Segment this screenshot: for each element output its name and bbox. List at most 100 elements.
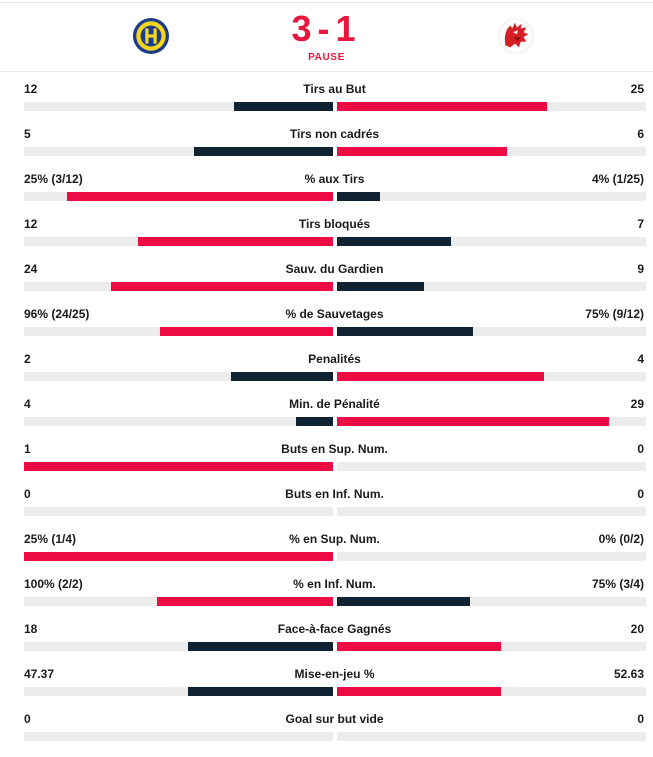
stat-right-value: 20 [630,622,644,636]
stat-row: 2 Penalités 4 [0,352,653,397]
stat-left-value: 0 [24,712,31,726]
stat-left-bar [231,372,333,381]
stat-left-bar [67,192,333,201]
stat-left-value: 18 [24,622,38,636]
stat-left-bar [188,687,333,696]
stat-left-track [24,642,333,651]
stat-right-bar [337,642,501,651]
stat-right-track [337,507,646,516]
stat-left-bar [234,102,333,111]
stat-left-track [24,372,333,381]
stat-right-bar [337,237,451,246]
stat-left-value: 1 [24,442,31,456]
stat-left-value: 2 [24,352,31,366]
stat-right-bar [337,102,547,111]
stat-right-value: 4% (1/25) [591,172,644,186]
stat-left-track [24,327,333,336]
stat-label: Sauv. du Gardien [285,262,384,276]
stat-left-value: 24 [24,262,38,276]
stat-right-value: 0 [637,442,644,456]
hc-davos-logo-icon[interactable] [132,17,170,55]
stat-left-track [24,192,333,201]
stat-left-value: 47.37 [24,667,55,681]
stat-left-value: 12 [24,217,38,231]
stat-label: % aux Tirs [304,172,365,186]
stat-right-bar [337,372,544,381]
stat-left-bar [24,552,333,561]
stat-right-bar [337,417,609,426]
stat-right-track [337,732,646,741]
match-score: 3-1 [291,8,362,49]
stat-right-track [337,102,646,111]
top-divider [0,2,653,3]
stat-left-track [24,237,333,246]
stat-left-bar [194,147,333,156]
stat-left-value: 100% (2/2) [24,577,83,591]
stat-row: 96% (24/25) % de Sauvetages 75% (9/12) [0,307,653,352]
stat-right-value: 9 [637,262,644,276]
stat-right-track [337,327,646,336]
stat-right-track [337,237,646,246]
stat-left-bar [111,282,333,291]
stat-right-track [337,597,646,606]
stat-right-bar [337,687,501,696]
stats-list: 12 Tirs au But 25 5 Tirs non cadrés 6 25% (3/1… [0,82,653,757]
stat-row: 100% (2/2) % en Inf. Num. 75% (3/4) [0,577,653,622]
stat-row: 12 Tirs bloqués 7 [0,217,653,262]
stat-left-value: 12 [24,82,38,96]
stat-label: Min. de Pénalité [289,397,380,411]
stat-row: 0 Goal sur but vide 0 [0,712,653,757]
stat-left-bar [24,462,333,471]
stat-row: 25% (1/4) % en Sup. Num. 0% (0/2) [0,532,653,577]
stat-right-track [337,642,646,651]
stat-label: Buts en Sup. Num. [281,442,388,456]
stat-row: 1 Buts en Sup. Num. 0 [0,442,653,487]
stat-row: 18 Face-à-face Gagnés 20 [0,622,653,667]
stat-left-value: 96% (24/25) [24,307,90,321]
stat-right-bar [337,327,473,336]
stat-left-value: 25% (3/12) [24,172,83,186]
stat-label: Mise-en-jeu % [294,667,375,681]
stat-label: Buts en Inf. Num. [285,487,384,501]
stat-left-track [24,147,333,156]
stat-left-track [24,732,333,741]
stat-left-bar [160,327,333,336]
stat-left-track [24,102,333,111]
stat-right-value: 29 [630,397,644,411]
stat-right-bar [337,192,380,201]
stat-left-track [24,417,333,426]
stat-right-value: 52.63 [613,667,644,681]
stat-row: 25% (3/12) % aux Tirs 4% (1/25) [0,172,653,217]
stat-row: 47.37 Mise-en-jeu % 52.63 [0,667,653,712]
stat-right-track [337,192,646,201]
stat-right-track [337,462,646,471]
stat-left-track [24,462,333,471]
stat-label: Tirs non cadrés [289,127,380,141]
stat-right-value: 0 [637,712,644,726]
stat-right-value: 25 [630,82,644,96]
stat-label: Penalités [308,352,361,366]
stat-label: Face-à-face Gagnés [277,622,392,636]
stat-label: % en Sup. Num. [289,532,380,546]
stat-left-bar [138,237,333,246]
stat-right-bar [337,147,507,156]
stat-left-value: 4 [24,397,31,411]
stat-row: 0 Buts en Inf. Num. 0 [0,487,653,532]
stat-right-track [337,147,646,156]
lausanne-hc-lion-logo-icon[interactable] [497,17,535,55]
stat-right-value: 4 [637,352,644,366]
stat-left-value: 25% (1/4) [24,532,77,546]
stat-left-track [24,552,333,561]
stat-left-track [24,282,333,291]
stat-label: Tirs bloqués [298,217,371,231]
stat-left-bar [188,642,333,651]
stat-label: Goal sur but vide [285,712,384,726]
stat-left-track [24,687,333,696]
stat-row: 5 Tirs non cadrés 6 [0,127,653,172]
stat-right-track [337,372,646,381]
stat-right-value: 6 [637,127,644,141]
stat-left-value: 5 [24,127,31,141]
stat-right-value: 75% (9/12) [585,307,644,321]
stat-right-track [337,552,646,561]
stat-row: 4 Min. de Pénalité 29 [0,397,653,442]
